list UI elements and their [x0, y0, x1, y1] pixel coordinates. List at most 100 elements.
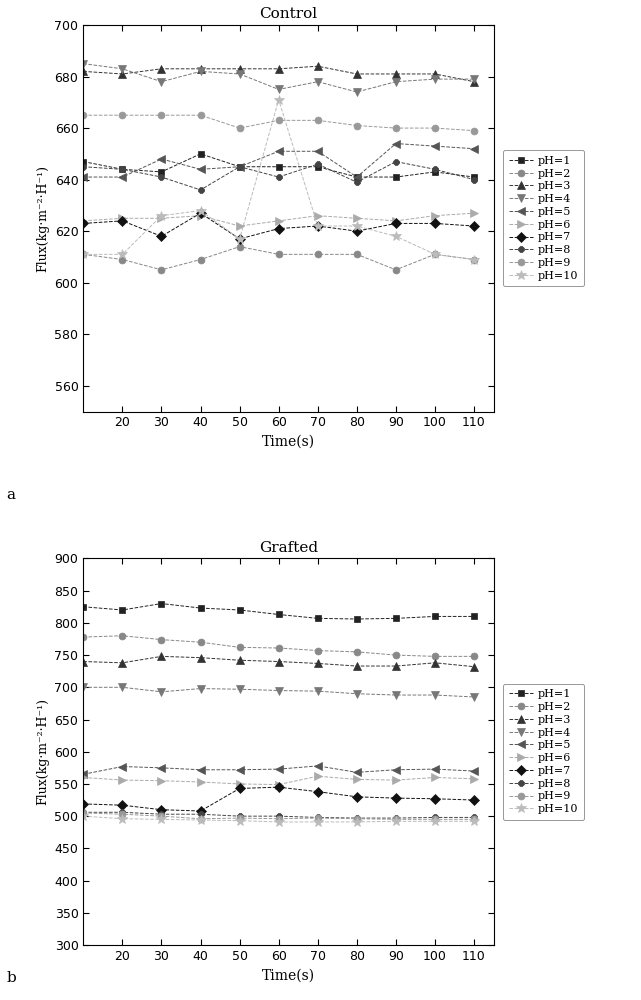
pH=9 — [470, 125, 478, 137]
pH=6 — [236, 220, 244, 232]
pH=8 — [119, 806, 126, 818]
pH=8 — [470, 811, 478, 823]
pH=3 — [79, 65, 87, 77]
Title: Control: Control — [260, 7, 317, 21]
Y-axis label: Flux(kg·m⁻²·H⁻¹): Flux(kg·m⁻²·H⁻¹) — [36, 698, 49, 805]
pH=2 — [275, 248, 283, 260]
pH=8 — [79, 161, 87, 173]
pH=1 — [470, 171, 478, 183]
pH=7 — [353, 791, 361, 803]
pH=7 — [431, 217, 439, 229]
pH=6 — [275, 779, 283, 791]
pH=5 — [119, 761, 126, 773]
pH=2 — [470, 254, 478, 266]
pH=5 — [119, 171, 126, 183]
pH=3 — [431, 68, 439, 80]
pH=10 — [431, 815, 439, 827]
pH=2 — [197, 254, 204, 266]
pH=4 — [79, 681, 87, 693]
Line: pH=6: pH=6 — [79, 772, 478, 789]
pH=10 — [353, 220, 361, 232]
pH=2 — [431, 248, 439, 260]
pH=10 — [119, 813, 126, 825]
pH=8 — [431, 163, 439, 175]
pH=7 — [119, 799, 126, 811]
pH=4 — [119, 681, 126, 693]
pH=2 — [119, 630, 126, 642]
pH=10 — [314, 816, 322, 828]
pH=8 — [158, 171, 165, 183]
Text: b: b — [6, 971, 16, 985]
Line: pH=3: pH=3 — [79, 62, 478, 86]
pH=6 — [197, 776, 204, 788]
pH=6 — [353, 212, 361, 224]
pH=3 — [79, 656, 87, 668]
pH=2 — [353, 248, 361, 260]
pH=5 — [275, 763, 283, 775]
pH=3 — [119, 68, 126, 80]
pH=3 — [353, 68, 361, 80]
pH=10 — [236, 233, 244, 245]
pH=6 — [392, 215, 400, 227]
pH=3 — [314, 657, 322, 669]
pH=10 — [236, 815, 244, 827]
pH=7 — [275, 223, 283, 235]
pH=1 — [79, 601, 87, 613]
pH=8 — [314, 811, 322, 823]
pH=7 — [314, 220, 322, 232]
pH=10 — [275, 816, 283, 828]
Line: pH=2: pH=2 — [80, 632, 478, 660]
pH=10 — [314, 220, 322, 232]
pH=6 — [197, 210, 204, 222]
pH=2 — [158, 264, 165, 276]
pH=10 — [353, 816, 361, 828]
pH=6 — [158, 212, 165, 224]
pH=10 — [470, 254, 478, 266]
pH=2 — [236, 241, 244, 253]
pH=7 — [314, 786, 322, 798]
pH=1 — [470, 610, 478, 622]
pH=4 — [275, 83, 283, 95]
pH=7 — [353, 225, 361, 237]
pH=1 — [275, 608, 283, 620]
Legend: pH=1, pH=2, pH=3, pH=4, pH=5, pH=6, pH=7, pH=8, pH=9, pH=10: pH=1, pH=2, pH=3, pH=4, pH=5, pH=6, pH=7… — [503, 150, 584, 286]
pH=4 — [431, 73, 439, 85]
pH=2 — [431, 650, 439, 662]
pH=1 — [119, 163, 126, 175]
pH=10 — [119, 248, 126, 260]
pH=10 — [158, 813, 165, 825]
Line: pH=9: pH=9 — [80, 112, 478, 134]
pH=3 — [197, 63, 204, 75]
pH=10 — [197, 814, 204, 826]
pH=4 — [119, 63, 126, 75]
pH=9 — [79, 807, 87, 819]
pH=5 — [79, 768, 87, 780]
pH=4 — [314, 685, 322, 697]
pH=2 — [392, 264, 400, 276]
pH=5 — [314, 145, 322, 157]
pH=1 — [392, 612, 400, 624]
pH=3 — [392, 68, 400, 80]
pH=6 — [470, 773, 478, 785]
pH=9 — [314, 114, 322, 126]
pH=2 — [236, 641, 244, 653]
pH=4 — [158, 686, 165, 698]
pH=3 — [275, 656, 283, 668]
pH=4 — [392, 76, 400, 88]
pH=3 — [158, 63, 165, 75]
pH=1 — [158, 166, 165, 178]
pH=7 — [197, 805, 204, 817]
Line: pH=5: pH=5 — [79, 762, 478, 778]
pH=1 — [79, 156, 87, 168]
pH=4 — [158, 76, 165, 88]
pH=7 — [119, 215, 126, 227]
pH=7 — [275, 781, 283, 793]
pH=1 — [314, 612, 322, 624]
pH=6 — [353, 773, 361, 785]
Legend: pH=1, pH=2, pH=3, pH=4, pH=5, pH=6, pH=7, pH=8, pH=9, pH=10: pH=1, pH=2, pH=3, pH=4, pH=5, pH=6, pH=7… — [503, 684, 584, 820]
pH=4 — [470, 73, 478, 85]
pH=6 — [79, 215, 87, 227]
pH=7 — [197, 207, 204, 219]
pH=4 — [275, 685, 283, 697]
pH=9 — [119, 109, 126, 121]
